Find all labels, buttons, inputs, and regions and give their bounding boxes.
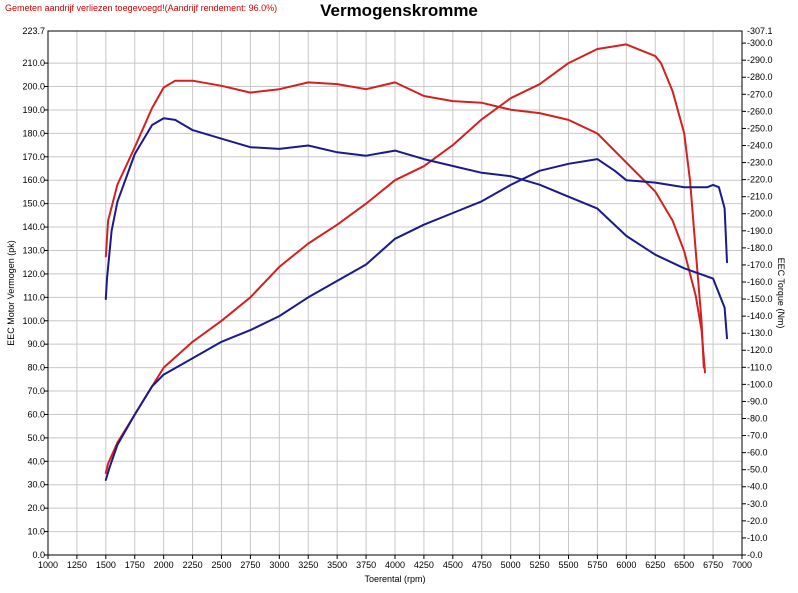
y-left-tick-label: 90.0 — [27, 339, 45, 349]
x-tick-label: 7000 — [732, 560, 752, 570]
y-right-tick-label: -0.0 — [747, 550, 763, 560]
y-right-tick-label: -200.0 — [747, 209, 773, 219]
y-left-tick-label: 10.0 — [27, 527, 45, 537]
x-axis-ticks: 1000 1250 1500 1750 2000 2250 2500 2750 3000 3250… — [38, 555, 752, 570]
y-left-tick-label: 80.0 — [27, 363, 45, 373]
y-right-tick-label: -170.0 — [747, 260, 773, 270]
y-right-top-label: -307.1 — [747, 26, 773, 36]
x-tick-label: 2500 — [211, 560, 231, 570]
y-left-tick-label: 120.0 — [22, 269, 45, 279]
y-left-tick-label: 160.0 — [22, 175, 45, 185]
x-tick-label: 1000 — [38, 560, 58, 570]
y-left-tick-label: 100.0 — [22, 316, 45, 326]
x-tick-label: 3250 — [298, 560, 318, 570]
y-left-tick-label: 70.0 — [27, 386, 45, 396]
y-right-tick-label: -160.0 — [747, 277, 773, 287]
y-left-tick-label: 50.0 — [27, 433, 45, 443]
y-left-tick-label: 210.0 — [22, 58, 45, 68]
y-right-tick-label: -130.0 — [747, 328, 773, 338]
y-right-axis-label: EEC Torque (Nm) — [776, 258, 786, 329]
y-left-tick-label: 20.0 — [27, 503, 45, 513]
y-left-top-label: 223.7 — [22, 26, 45, 36]
chart-title: Vermogenskromme — [320, 1, 478, 20]
y-right-tick-label: -180.0 — [747, 243, 773, 253]
y-left-tick-label: 150.0 — [22, 199, 45, 209]
y-left-tick-label: 40.0 — [27, 456, 45, 466]
y-right-tick-label: -270.0 — [747, 89, 773, 99]
x-tick-label: 6750 — [703, 560, 723, 570]
y-right-tick-label: -210.0 — [747, 192, 773, 202]
y-right-tick-label: -70.0 — [747, 431, 768, 441]
x-tick-label: 6250 — [645, 560, 665, 570]
y-right-tick-label: -230.0 — [747, 158, 773, 168]
red-power-curve — [104, 43, 705, 474]
x-tick-label: 1500 — [96, 560, 116, 570]
y-right-tick-label: -220.0 — [747, 175, 773, 185]
y-right-ticks: -0.0 -10.0 -20.0 -30.0 -40.0 -50.0 -60.0 -70.0 -… — [742, 26, 773, 560]
y-left-tick-label: 200.0 — [22, 82, 45, 92]
y-right-tick-label: -250.0 — [747, 123, 773, 133]
y-right-tick-label: -100.0 — [747, 379, 773, 389]
y-right-tick-label: -260.0 — [747, 106, 773, 116]
y-right-tick-label: -190.0 — [747, 226, 773, 236]
x-tick-label: 4250 — [414, 560, 434, 570]
y-left-tick-label: 140.0 — [22, 222, 45, 232]
x-tick-label: 3750 — [356, 560, 376, 570]
x-tick-label: 1250 — [67, 560, 87, 570]
y-right-tick-label: -90.0 — [747, 396, 768, 406]
y-left-tick-label: 130.0 — [22, 245, 45, 255]
x-axis-label: Toerental (rpm) — [364, 574, 425, 584]
red-torque-curve — [104, 79, 706, 374]
x-tick-label: 4000 — [385, 560, 405, 570]
grid-lines — [47, 31, 743, 556]
x-tick-label: 5250 — [530, 560, 550, 570]
y-left-tick-label: 0.0 — [32, 550, 45, 560]
y-right-tick-label: -280.0 — [747, 72, 773, 82]
y-right-tick-label: -10.0 — [747, 533, 768, 543]
y-right-tick-label: -110.0 — [747, 362, 772, 372]
x-tick-label: 2250 — [183, 560, 203, 570]
y-right-tick-label: -80.0 — [747, 413, 768, 423]
series-lines — [104, 43, 728, 481]
y-left-tick-label: 180.0 — [22, 128, 45, 138]
x-tick-label: 6000 — [616, 560, 636, 570]
y-right-tick-label: -40.0 — [747, 482, 768, 492]
y-right-tick-label: -150.0 — [747, 294, 773, 304]
y-right-tick-label: -50.0 — [747, 465, 768, 475]
y-left-axis-label: EEC Motor Vermogen (pk) — [6, 240, 16, 346]
y-right-tick-label: -20.0 — [747, 516, 768, 526]
y-right-tick-label: -120.0 — [747, 345, 773, 355]
y-right-tick-label: -300.0 — [747, 38, 773, 48]
y-left-tick-label: 110.0 — [23, 292, 45, 302]
x-tick-label: 5000 — [501, 560, 521, 570]
y-left-ticks: 0.0 10.0 20.0 30.0 40.0 50.0 60.0 70.0 80.0 90.0 1… — [22, 26, 48, 560]
x-tick-label: 4750 — [472, 560, 492, 570]
x-tick-label: 3500 — [327, 560, 347, 570]
y-right-tick-label: -240.0 — [747, 140, 773, 150]
y-right-tick-label: -30.0 — [747, 499, 768, 509]
x-tick-label: 2000 — [154, 560, 174, 570]
x-tick-label: 5500 — [558, 560, 578, 570]
y-left-tick-label: 190.0 — [22, 105, 45, 115]
x-tick-label: 3000 — [269, 560, 289, 570]
x-tick-label: 6500 — [674, 560, 694, 570]
y-left-tick-label: 170.0 — [22, 152, 45, 162]
y-right-tick-label: -290.0 — [747, 55, 773, 65]
x-tick-label: 2750 — [240, 560, 260, 570]
y-right-tick-label: -140.0 — [747, 311, 773, 321]
measurement-note: Gemeten aandrijf verliezen toegevoegd!(A… — [5, 3, 278, 13]
y-left-tick-label: 30.0 — [27, 480, 45, 490]
x-tick-label: 1750 — [125, 560, 145, 570]
x-tick-label: 4500 — [443, 560, 463, 570]
y-right-tick-label: -60.0 — [747, 448, 768, 458]
blue-power-curve — [104, 158, 728, 481]
y-left-tick-label: 60.0 — [27, 409, 45, 419]
x-tick-label: 5750 — [587, 560, 607, 570]
blue-torque-curve — [104, 117, 728, 340]
